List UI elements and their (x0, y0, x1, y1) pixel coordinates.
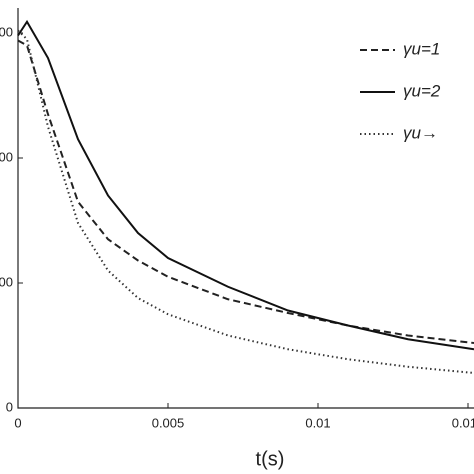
x-axis-label: t(s) (256, 448, 285, 470)
x-tick-label: 0 (14, 415, 21, 430)
legend-label: γu=1 (403, 39, 440, 58)
series-line (17, 19, 474, 351)
x-tick-label: 0.015 (452, 415, 474, 430)
y-tick-label: 300 (0, 24, 13, 39)
axes (17, 8, 474, 409)
y-tick-label: 100 (0, 274, 13, 289)
y-tick-label: 200 (0, 149, 13, 164)
legend-label: γu→ (403, 123, 438, 142)
legend-label: γu=2 (403, 81, 441, 100)
y-tick-label: 0 (6, 399, 13, 414)
x-tick-label: 0.005 (152, 415, 185, 430)
x-tick-label: 0.01 (305, 415, 330, 430)
